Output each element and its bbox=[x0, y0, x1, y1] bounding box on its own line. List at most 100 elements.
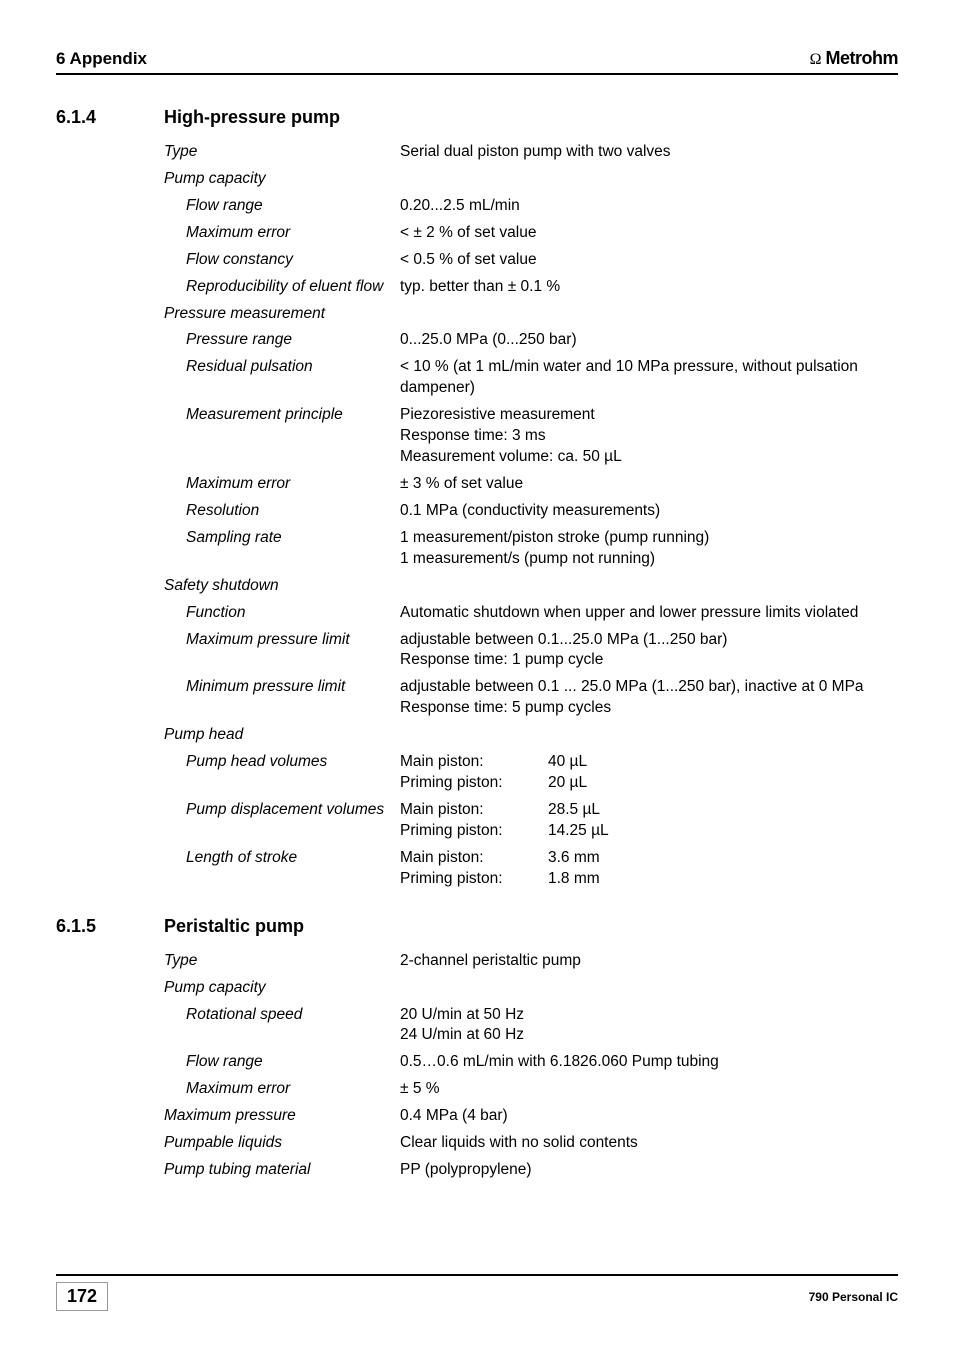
spec-value-line: Response time: 5 pump cycles bbox=[400, 698, 898, 719]
spec-value: < 0.5 % of set value bbox=[400, 250, 898, 271]
spec-row: Pump tubing materialPP (polypropylene) bbox=[164, 1160, 898, 1181]
brand-logo: Ω Metrohm bbox=[810, 48, 898, 69]
spec-value-line: 0.5…0.6 mL/min with 6.1826.060 Pump tubi… bbox=[400, 1052, 898, 1073]
spec-value: 0.1 MPa (conductivity measurements) bbox=[400, 501, 898, 522]
spec-value-line: < ± 2 % of set value bbox=[400, 223, 898, 244]
spec-value: 1 measurement/piston stroke (pump runnin… bbox=[400, 528, 898, 570]
section-title: High-pressure pump bbox=[164, 107, 340, 128]
spec-label: Residual pulsation bbox=[164, 357, 400, 378]
spec-value: Serial dual piston pump with two valves bbox=[400, 142, 898, 163]
page-footer: 172 790 Personal IC bbox=[56, 1274, 898, 1311]
spec-value-line: 2-channel peristaltic pump bbox=[400, 951, 898, 972]
spec-value-line: typ. better than ± 0.1 % bbox=[400, 277, 898, 298]
spec-subrow: Main piston:28.5 µL bbox=[400, 800, 898, 821]
spec-subrow: Priming piston:20 µL bbox=[400, 773, 898, 794]
spec-row: Maximum pressure limitadjustable between… bbox=[164, 630, 898, 672]
spec-sublabel: Main piston: bbox=[400, 800, 548, 821]
spec-value-line: ± 5 % bbox=[400, 1079, 898, 1100]
spec-label: Pressure measurement bbox=[164, 304, 400, 325]
spec-value-line: Response time: 1 pump cycle bbox=[400, 650, 898, 671]
spec-label: Maximum pressure limit bbox=[164, 630, 400, 651]
spec-value-line: Serial dual piston pump with two valves bbox=[400, 142, 898, 163]
spec-label: Pump tubing material bbox=[164, 1160, 400, 1181]
spec-label: Flow range bbox=[164, 196, 400, 217]
spec-row: Maximum error± 3 % of set value bbox=[164, 474, 898, 495]
spec-value: 0...25.0 MPa (0...250 bar) bbox=[400, 330, 898, 351]
spec-value-line: adjustable between 0.1 ... 25.0 MPa (1..… bbox=[400, 677, 898, 698]
spec-value-line: 1 measurement/piston stroke (pump runnin… bbox=[400, 528, 898, 549]
spec-sublabel: Priming piston: bbox=[400, 821, 548, 842]
spec-value: 0.5…0.6 mL/min with 6.1826.060 Pump tubi… bbox=[400, 1052, 898, 1073]
spec-subvalue: 14.25 µL bbox=[548, 821, 609, 842]
spec-value: 0.20...2.5 mL/min bbox=[400, 196, 898, 217]
spec-label: Sampling rate bbox=[164, 528, 400, 549]
spec-row: Pumpable liquidsClear liquids with no so… bbox=[164, 1133, 898, 1154]
brand-symbol: Ω bbox=[810, 51, 822, 69]
spec-row: Length of strokeMain piston:3.6 mmPrimin… bbox=[164, 848, 898, 890]
spec-label: Measurement principle bbox=[164, 405, 400, 426]
page-number: 172 bbox=[56, 1282, 108, 1311]
spec-row: Rotational speed20 U/min at 50 Hz24 U/mi… bbox=[164, 1005, 898, 1047]
spec-value-line: Clear liquids with no solid contents bbox=[400, 1133, 898, 1154]
spec-subrow: Main piston:3.6 mm bbox=[400, 848, 898, 869]
spec-value: adjustable between 0.1 ... 25.0 MPa (1..… bbox=[400, 677, 898, 719]
spec-row: Pump displacement volumesMain piston:28.… bbox=[164, 800, 898, 842]
spec-value: Piezoresistive measurementResponse time:… bbox=[400, 405, 898, 468]
spec-label: Pumpable liquids bbox=[164, 1133, 400, 1154]
spec-value-line: PP (polypropylene) bbox=[400, 1160, 898, 1181]
spec-value-line: Piezoresistive measurement bbox=[400, 405, 898, 426]
spec-row: Minimum pressure limitadjustable between… bbox=[164, 677, 898, 719]
spec-row: FunctionAutomatic shutdown when upper an… bbox=[164, 603, 898, 624]
spec-row: Flow range0.20...2.5 mL/min bbox=[164, 196, 898, 217]
spec-value-line: ± 3 % of set value bbox=[400, 474, 898, 495]
spec-value-line: Measurement volume: ca. 50 µL bbox=[400, 447, 898, 468]
spec-value: Main piston:3.6 mmPriming piston:1.8 mm bbox=[400, 848, 898, 890]
spec-label: Pump displacement volumes bbox=[164, 800, 400, 821]
spec-value-line: 0...25.0 MPa (0...250 bar) bbox=[400, 330, 898, 351]
spec-row: Pressure range0...25.0 MPa (0...250 bar) bbox=[164, 330, 898, 351]
spec-value-line: Automatic shutdown when upper and lower … bbox=[400, 603, 898, 624]
spec-row: Safety shutdown bbox=[164, 576, 898, 597]
spec-row: Pressure measurement bbox=[164, 304, 898, 325]
spec-row: Pump head bbox=[164, 725, 898, 746]
spec-label: Pressure range bbox=[164, 330, 400, 351]
spec-value-line: < 0.5 % of set value bbox=[400, 250, 898, 271]
spec-label: Safety shutdown bbox=[164, 576, 400, 597]
spec-value-line: 24 U/min at 60 Hz bbox=[400, 1025, 898, 1046]
spec-label: Flow constancy bbox=[164, 250, 400, 271]
spec-subvalue: 3.6 mm bbox=[548, 848, 600, 869]
spec-row: Pump capacity bbox=[164, 978, 898, 999]
spec-table-614: TypeSerial dual piston pump with two val… bbox=[164, 142, 898, 890]
spec-row: Maximum error< ± 2 % of set value bbox=[164, 223, 898, 244]
spec-row: Reproducibility of eluent flowtyp. bette… bbox=[164, 277, 898, 298]
spec-value: < 10 % (at 1 mL/min water and 10 MPa pre… bbox=[400, 357, 898, 399]
spec-value-line: Response time: 3 ms bbox=[400, 426, 898, 447]
spec-label: Minimum pressure limit bbox=[164, 677, 400, 698]
section-615-heading: 6.1.5 Peristaltic pump bbox=[56, 916, 898, 937]
spec-value-line: 0.1 MPa (conductivity measurements) bbox=[400, 501, 898, 522]
spec-subvalue: 28.5 µL bbox=[548, 800, 600, 821]
spec-sublabel: Main piston: bbox=[400, 752, 548, 773]
spec-row: Resolution0.1 MPa (conductivity measurem… bbox=[164, 501, 898, 522]
spec-row: Maximum pressure0.4 MPa (4 bar) bbox=[164, 1106, 898, 1127]
spec-value-line: 0.4 MPa (4 bar) bbox=[400, 1106, 898, 1127]
spec-value: ± 3 % of set value bbox=[400, 474, 898, 495]
spec-value-line: 1 measurement/s (pump not running) bbox=[400, 549, 898, 570]
doc-title: 790 Personal IC bbox=[809, 1290, 898, 1304]
spec-row: Type2-channel peristaltic pump bbox=[164, 951, 898, 972]
spec-label: Pump capacity bbox=[164, 169, 400, 190]
spec-subvalue: 20 µL bbox=[548, 773, 587, 794]
spec-label: Resolution bbox=[164, 501, 400, 522]
spec-label: Maximum pressure bbox=[164, 1106, 400, 1127]
spec-table-615: Type2-channel peristaltic pump Pump capac… bbox=[164, 951, 898, 1181]
spec-row: Measurement principlePiezoresistive meas… bbox=[164, 405, 898, 468]
spec-label: Rotational speed bbox=[164, 1005, 400, 1026]
spec-label: Type bbox=[164, 951, 400, 972]
spec-label: Length of stroke bbox=[164, 848, 400, 869]
chapter-label: 6 Appendix bbox=[56, 49, 147, 69]
spec-label: Reproducibility of eluent flow bbox=[164, 277, 400, 298]
spec-label: Function bbox=[164, 603, 400, 624]
spec-label: Flow range bbox=[164, 1052, 400, 1073]
spec-value-line: adjustable between 0.1...25.0 MPa (1...2… bbox=[400, 630, 898, 651]
spec-value: PP (polypropylene) bbox=[400, 1160, 898, 1181]
